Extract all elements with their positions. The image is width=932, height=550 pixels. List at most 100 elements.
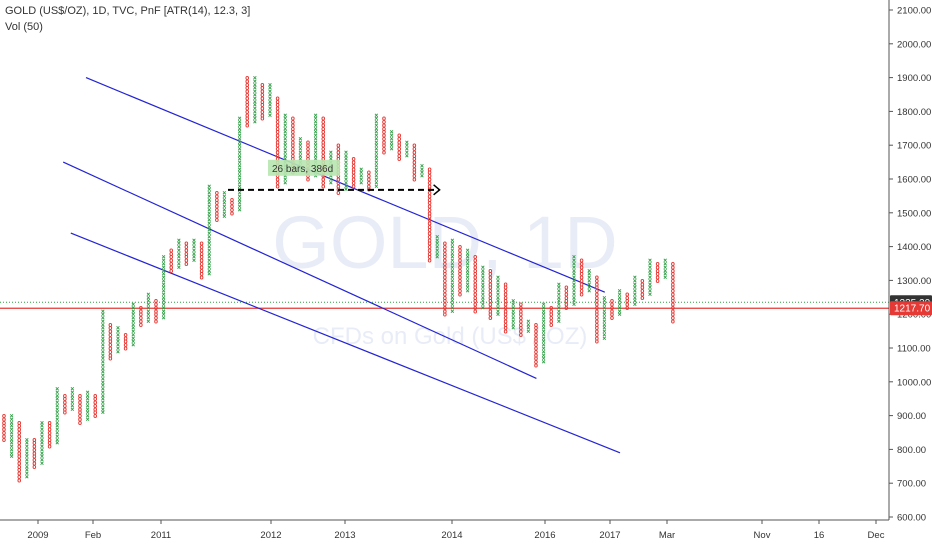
trendlines[interactable] bbox=[62, 77, 621, 454]
x-box: × bbox=[298, 155, 302, 163]
o-box: o bbox=[427, 182, 431, 190]
x-box: × bbox=[283, 145, 287, 153]
o-box: o bbox=[443, 277, 447, 285]
x-box: × bbox=[25, 459, 29, 467]
symbol-title[interactable]: GOLD (US$/OZ), 1D, TVC, PnF [ATR(14), 12… bbox=[5, 5, 251, 17]
o-box: o bbox=[473, 301, 477, 309]
x-box: × bbox=[177, 263, 181, 271]
x-box: × bbox=[344, 159, 348, 167]
o-box: o bbox=[154, 307, 158, 315]
o-box: o bbox=[275, 148, 279, 156]
price-axis[interactable]: 2100.00 2000.00 1900.00 1800.00 1700.00 1600.… bbox=[888, 0, 931, 524]
x-box: × bbox=[40, 459, 44, 467]
x-box: × bbox=[481, 304, 485, 312]
o-box: o bbox=[321, 145, 325, 153]
o-box: o bbox=[306, 172, 310, 180]
x-box: × bbox=[9, 422, 13, 430]
x-box: × bbox=[101, 382, 105, 390]
x-box: × bbox=[663, 270, 667, 278]
time-axis[interactable]: 2009 Feb 2011 2012 2013 2014 2016 2017 Mar Nov 16 D… bbox=[0, 519, 889, 541]
x-box: × bbox=[648, 263, 652, 271]
x-box: × bbox=[481, 287, 485, 295]
x-box: × bbox=[511, 301, 515, 309]
o-box: o bbox=[488, 301, 492, 309]
o-box: o bbox=[93, 409, 97, 417]
x-box: × bbox=[587, 267, 591, 275]
x-box: × bbox=[101, 358, 105, 366]
o-box: o bbox=[443, 307, 447, 315]
x-box: × bbox=[268, 101, 272, 109]
x-box: × bbox=[405, 138, 409, 146]
o-box: o bbox=[427, 240, 431, 248]
o-box: o bbox=[655, 260, 659, 268]
o-box: o bbox=[245, 121, 249, 129]
o-box: o bbox=[291, 145, 295, 153]
x-box: × bbox=[237, 148, 241, 156]
x-box: × bbox=[526, 321, 530, 329]
x-box: × bbox=[253, 101, 257, 109]
time-tick-label: 2011 bbox=[151, 530, 171, 541]
x-box: × bbox=[207, 216, 211, 224]
o-box: o bbox=[564, 304, 568, 312]
x-box: × bbox=[40, 432, 44, 440]
x-box: × bbox=[9, 449, 13, 457]
o-box: o bbox=[291, 135, 295, 143]
x-box: × bbox=[496, 311, 500, 319]
o-box: o bbox=[199, 263, 203, 271]
x-box: × bbox=[70, 405, 74, 413]
o-box: o bbox=[488, 274, 492, 282]
x-box: × bbox=[101, 324, 105, 332]
x-box: × bbox=[207, 219, 211, 227]
o-box: o bbox=[443, 280, 447, 288]
volume-indicator-title[interactable]: Vol (50) bbox=[5, 21, 43, 33]
o-box: o bbox=[2, 412, 6, 420]
o-box: o bbox=[427, 223, 431, 231]
x-box: × bbox=[101, 338, 105, 346]
bars-range-annotation[interactable]: 26 bars, 386d bbox=[228, 159, 441, 196]
x-box: × bbox=[572, 263, 576, 271]
x-box: × bbox=[511, 304, 515, 312]
pnf-x-column: ××××××× bbox=[435, 233, 439, 261]
x-box: × bbox=[389, 128, 393, 136]
x-box: × bbox=[116, 331, 120, 339]
o-box: o bbox=[169, 250, 173, 258]
x-box: × bbox=[161, 277, 165, 285]
x-box: × bbox=[101, 331, 105, 339]
o-box: o bbox=[595, 321, 599, 329]
x-box: × bbox=[161, 253, 165, 261]
x-box: × bbox=[207, 236, 211, 244]
x-box: × bbox=[329, 172, 333, 180]
o-box: o bbox=[260, 91, 264, 99]
trendline-lower[interactable] bbox=[70, 232, 621, 454]
chart-legend: GOLD (US$/OZ), 1D, TVC, PnF [ATR(14), 12… bbox=[5, 3, 250, 35]
trendline-middle[interactable] bbox=[62, 161, 537, 379]
x-box: × bbox=[374, 152, 378, 160]
o-box: o bbox=[184, 257, 188, 265]
x-box: × bbox=[55, 409, 59, 417]
price-tick-label: 1500.00 bbox=[897, 208, 931, 219]
x-box: × bbox=[496, 307, 500, 315]
o-box: o bbox=[199, 267, 203, 275]
price-tick-label: 1700.00 bbox=[897, 141, 931, 152]
trendline-upper[interactable] bbox=[85, 77, 606, 293]
price-tick-label: 1000.00 bbox=[897, 377, 931, 388]
x-box: × bbox=[116, 348, 120, 356]
o-box: o bbox=[184, 240, 188, 248]
x-box: × bbox=[557, 317, 561, 325]
o-box: o bbox=[382, 138, 386, 146]
o-box: o bbox=[427, 243, 431, 251]
x-box: × bbox=[541, 301, 545, 309]
o-box: o bbox=[473, 267, 477, 275]
o-box: o bbox=[595, 304, 599, 312]
o-box: o bbox=[215, 203, 219, 211]
x-box: × bbox=[283, 172, 287, 180]
x-box: × bbox=[374, 125, 378, 133]
x-box: × bbox=[237, 162, 241, 170]
